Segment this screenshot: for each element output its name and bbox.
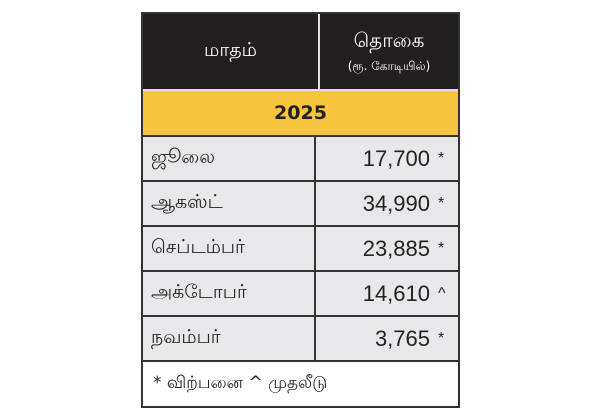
value-text: 34,990 xyxy=(362,190,430,216)
value-marker: * xyxy=(438,239,445,257)
value-marker: ^ xyxy=(438,284,446,302)
value-marker: * xyxy=(438,149,445,167)
month-cell: நவம்பர் xyxy=(143,317,316,360)
value-text: 17,700 xyxy=(362,145,430,171)
value-marker: * xyxy=(438,329,445,347)
year-band: 2025 xyxy=(143,89,458,137)
table-header: மாதம் தொகை (ரூ. கோடியில்) xyxy=(143,14,458,89)
month-column-header: மாதம் xyxy=(143,14,320,89)
data-table: மாதம் தொகை (ரூ. கோடியில்) 2025 ஜூலை 17,70… xyxy=(141,12,460,408)
table-row: செப்டம்பர் 23,885 * xyxy=(143,227,458,272)
table-row: ஆகஸ்ட் 34,990 * xyxy=(143,182,458,227)
value-cell: 14,610 ^ xyxy=(316,272,458,315)
value-cell: 34,990 * xyxy=(316,182,458,225)
value-cell: 23,885 * xyxy=(316,227,458,270)
value-cell: 17,700 * xyxy=(316,137,458,180)
month-cell: ஜூலை xyxy=(143,137,316,180)
amount-title: தொகை xyxy=(353,28,425,52)
table-row: அக்டோபர் 14,610 ^ xyxy=(143,272,458,317)
month-cell: ஆகஸ்ட் xyxy=(143,182,316,225)
table-row: ஜூலை 17,700 * xyxy=(143,137,458,182)
value-text: 14,610 xyxy=(362,280,430,306)
value-marker: * xyxy=(438,194,445,212)
legend-footnote: * விற்பனை ^ முதலீடு xyxy=(143,362,458,406)
value-cell: 3,765 * xyxy=(316,317,458,360)
amount-unit: (ரூ. கோடியில்) xyxy=(347,59,431,73)
value-text: 23,885 xyxy=(362,235,430,261)
table-row: நவம்பர் 3,765 * xyxy=(143,317,458,362)
month-cell: செப்டம்பர் xyxy=(143,227,316,270)
amount-column-header: தொகை (ரூ. கோடியில்) xyxy=(320,14,458,89)
value-text: 3,765 xyxy=(374,325,430,351)
month-cell: அக்டோபர் xyxy=(143,272,316,315)
